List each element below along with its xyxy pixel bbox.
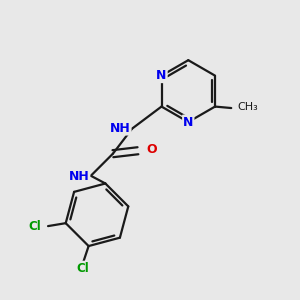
Text: N: N bbox=[183, 116, 194, 128]
Text: NH: NH bbox=[69, 170, 89, 183]
Text: O: O bbox=[147, 143, 158, 156]
Text: Cl: Cl bbox=[76, 262, 89, 275]
Text: Cl: Cl bbox=[28, 220, 41, 232]
Text: N: N bbox=[156, 69, 167, 82]
Text: NH: NH bbox=[110, 122, 130, 135]
Text: CH₃: CH₃ bbox=[237, 102, 258, 112]
